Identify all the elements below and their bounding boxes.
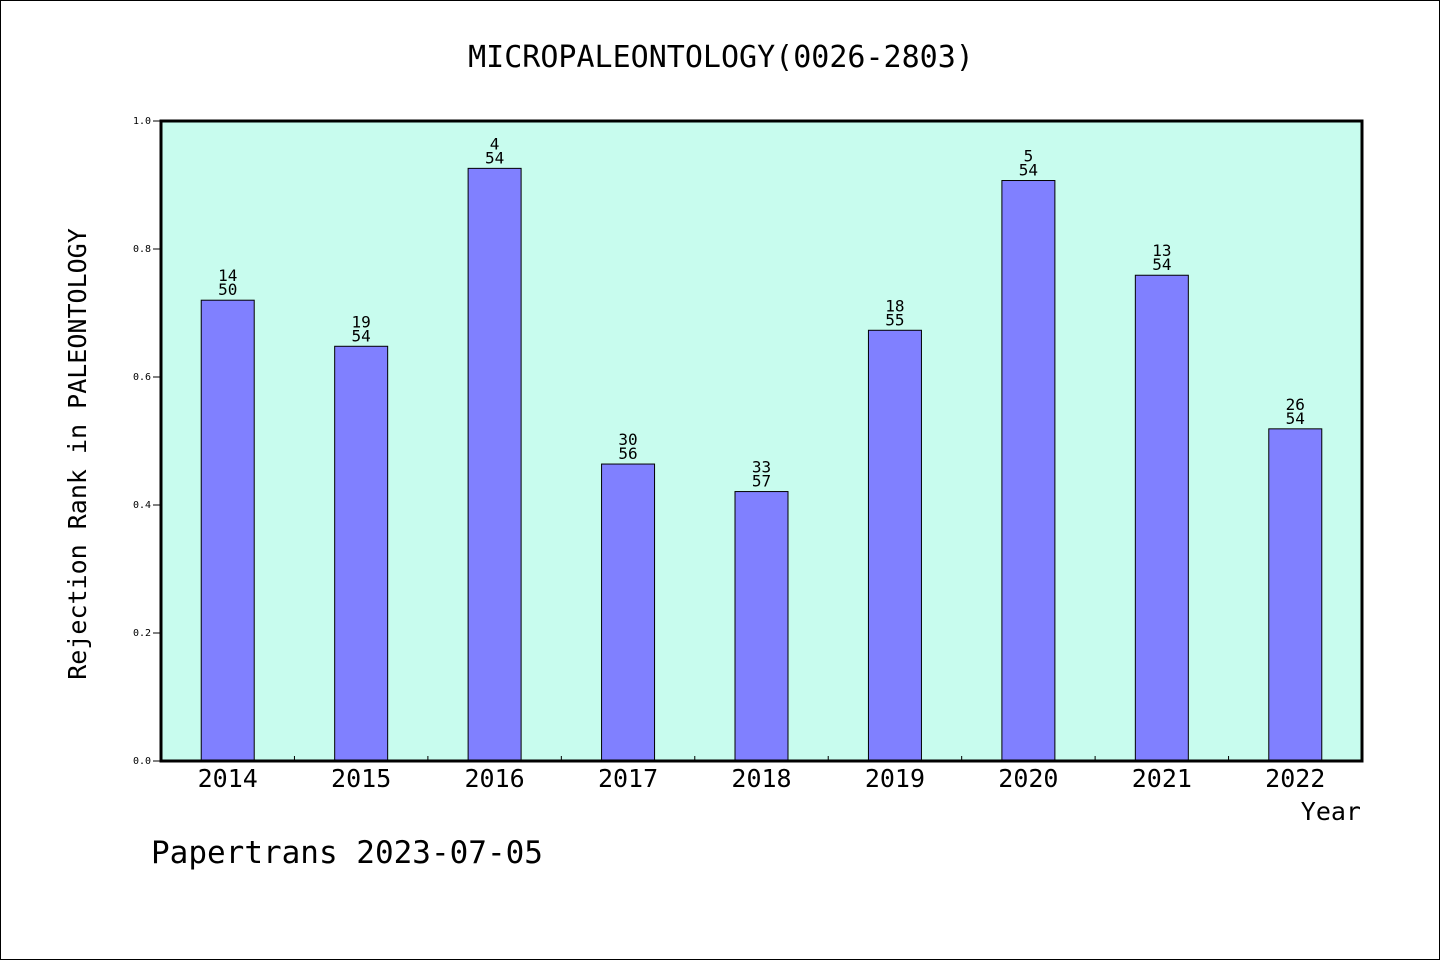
bar-label-total-2019: 55	[885, 310, 904, 329]
bar-2021	[1134, 274, 1189, 762]
bar-label-rank-2014: 14	[218, 266, 237, 285]
bar-2015	[334, 345, 389, 762]
y-tick-label: 0.8	[133, 244, 151, 255]
y-tick-label: 1.0	[133, 116, 151, 127]
bar-2019	[867, 329, 922, 762]
chart-title: MICROPALEONTOLOGY(0026-2803)	[468, 40, 974, 75]
x-tick-label-2020: 2020	[998, 764, 1058, 793]
x-tick-label-2019: 2019	[865, 764, 925, 793]
bar-label-rank-2016: 4	[490, 134, 500, 153]
y-tick-label: 0.4	[133, 500, 151, 511]
bar-label-rank-2021: 13	[1152, 241, 1171, 260]
bar-2017	[601, 463, 656, 762]
footer-text: Papertrans 2023-07-05	[151, 835, 543, 871]
y-axis-label: Rejection Rank in PALEONTOLOGY	[63, 228, 92, 680]
bar-label-rank-2020: 5	[1024, 147, 1034, 166]
bar-2020	[1001, 180, 1056, 762]
y-tick-label: 0.2	[133, 628, 151, 639]
bar-2022	[1268, 428, 1323, 762]
x-tick-label-2021: 2021	[1132, 764, 1192, 793]
x-tick-label-2018: 2018	[731, 764, 791, 793]
bar-label-rank-2019: 18	[885, 296, 904, 315]
plot-border	[159, 119, 1364, 763]
x-tick-label-2016: 2016	[465, 764, 525, 793]
bar-label-total-2020: 54	[1019, 161, 1038, 180]
x-axis-label: Year	[1301, 797, 1361, 826]
bar-label-total-2016: 54	[485, 148, 504, 167]
y-tick-label: 0.6	[133, 372, 151, 383]
bar-2016	[467, 167, 522, 762]
bar-label-total-2017: 56	[618, 444, 637, 463]
x-tick-label-2014: 2014	[198, 764, 258, 793]
bar-label-rank-2022: 26	[1286, 395, 1305, 414]
bar-2014	[200, 299, 255, 762]
bar-label-total-2015: 54	[352, 326, 371, 345]
x-tick-label-2015: 2015	[331, 764, 391, 793]
x-tick-label-2022: 2022	[1265, 764, 1325, 793]
bar-label-rank-2017: 30	[618, 430, 637, 449]
bar-label-total-2014: 50	[218, 280, 237, 299]
bar-label-rank-2018: 33	[752, 458, 771, 477]
bar-2018	[734, 491, 789, 762]
bar-label-total-2018: 57	[752, 472, 771, 491]
x-tick-label-2017: 2017	[598, 764, 658, 793]
bar-label-total-2021: 54	[1152, 255, 1171, 274]
bar-label-total-2022: 54	[1286, 409, 1305, 428]
y-tick-label: 0.0	[133, 756, 151, 767]
bar-label-rank-2015: 19	[352, 312, 371, 331]
